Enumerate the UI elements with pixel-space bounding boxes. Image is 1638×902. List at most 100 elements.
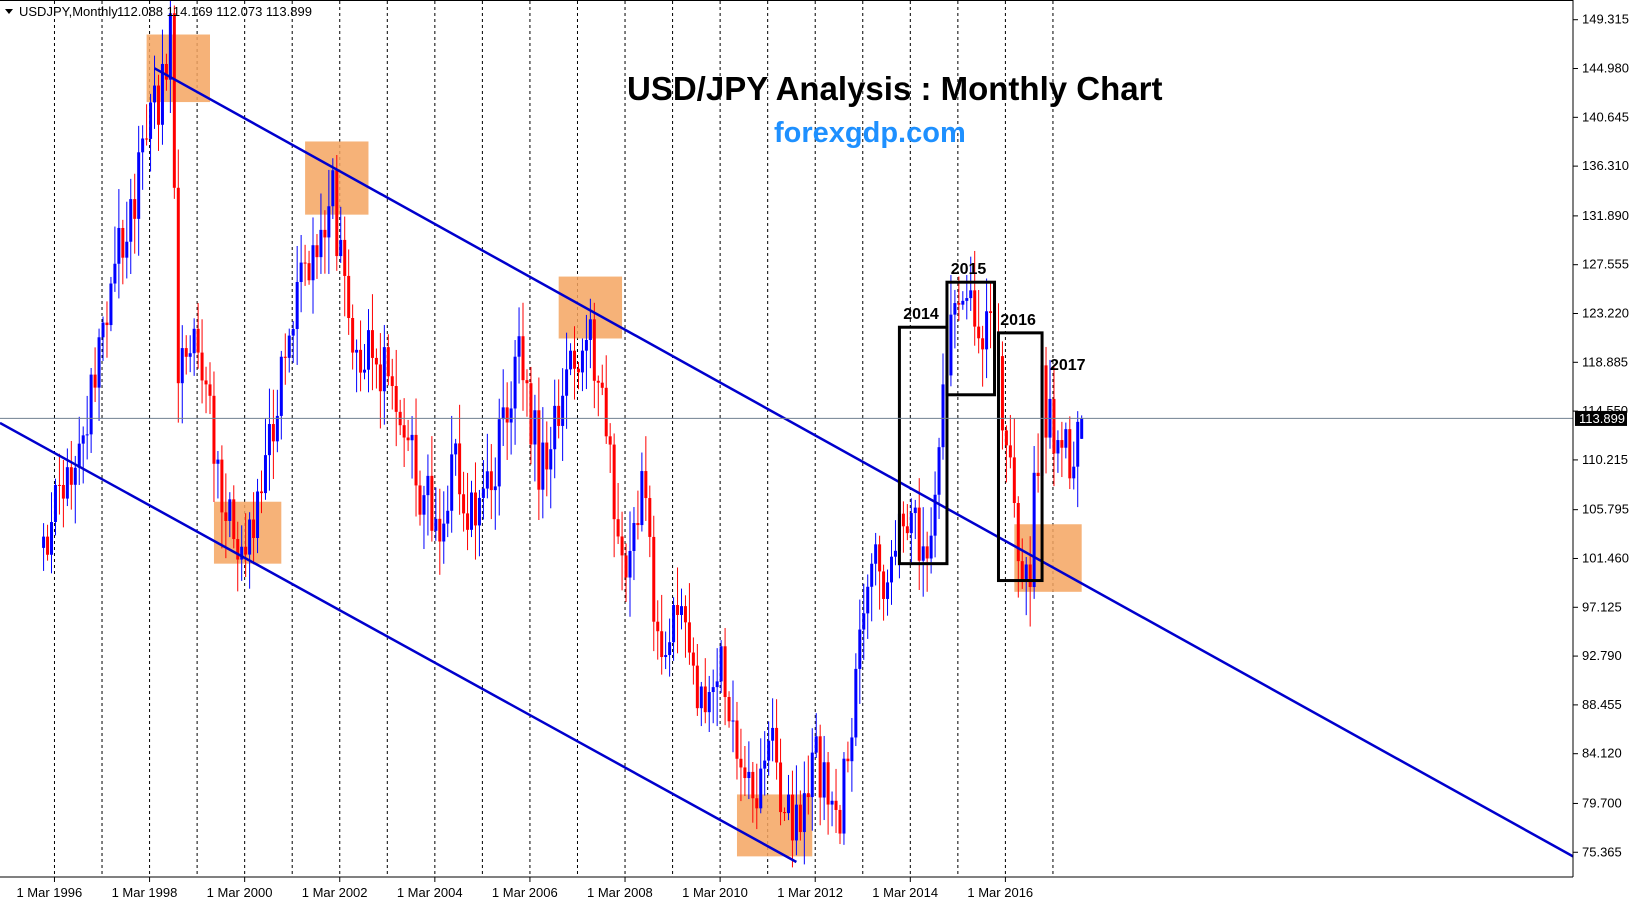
candle-body [1032, 472, 1036, 588]
candle-body [509, 408, 513, 423]
upper-channel-line [153, 67, 1574, 858]
candle-body [921, 546, 925, 561]
x-tick-label: 1 Mar 2010 [682, 885, 748, 900]
candle-body [672, 605, 676, 643]
candle-body [430, 475, 434, 531]
year-label-2017: 2017 [1050, 357, 1086, 374]
candle-body [553, 405, 557, 450]
candle-body [1064, 429, 1068, 448]
candle-body [57, 484, 61, 486]
candle-body [822, 762, 826, 798]
y-tick-label: 136.310 [1582, 158, 1629, 173]
candle-body [1052, 398, 1056, 454]
candle-body [838, 809, 842, 834]
candle-body [576, 368, 580, 373]
candle-body [874, 544, 878, 564]
x-tick-label: 1 Mar 1996 [16, 885, 82, 900]
candle-body [477, 497, 481, 526]
symbol-label: USDJPY,Monthly [19, 4, 118, 19]
candle-body [751, 771, 755, 799]
candle-body [854, 668, 858, 738]
candle-body [481, 488, 485, 498]
candle-body [1080, 418, 1084, 439]
candle-body [957, 303, 961, 305]
candle-body [783, 812, 787, 814]
candle-body [592, 319, 596, 381]
candle-body [683, 606, 687, 623]
candle-body [335, 170, 339, 257]
candle-body [525, 380, 529, 384]
candle-body [723, 646, 727, 698]
channel-trendlines [0, 67, 1574, 864]
candle-body [699, 686, 703, 709]
candle-body [846, 758, 850, 762]
candle-body [588, 319, 592, 340]
candle-body [866, 586, 870, 614]
candle-body [497, 419, 501, 487]
candle-body [81, 435, 85, 444]
y-tick-label: 75.365 [1582, 844, 1622, 859]
candle-body [299, 262, 303, 283]
candle-body [295, 282, 299, 330]
candle-body [802, 793, 806, 833]
candle-body [818, 736, 822, 798]
candle-body [826, 762, 830, 805]
candle-body [287, 335, 291, 358]
candle-body [307, 263, 311, 281]
candle-body [184, 348, 188, 357]
candle-body [232, 499, 236, 540]
candle-body [790, 794, 794, 841]
y-tick-label: 79.700 [1582, 795, 1622, 810]
candle-body [378, 364, 382, 392]
candle-body [156, 85, 160, 125]
candle-body [386, 347, 390, 377]
candle-body [953, 303, 957, 315]
candle-body [188, 353, 192, 357]
year-label-2015: 2015 [951, 261, 987, 278]
candle-body [858, 629, 862, 669]
x-tick-label: 1 Mar 2000 [207, 885, 273, 900]
candle-body [771, 727, 775, 741]
candle-body [1004, 430, 1008, 446]
candle-body [331, 170, 335, 207]
candle-body [216, 459, 220, 464]
x-tick-label: 1 Mar 2008 [587, 885, 653, 900]
candle-body [382, 347, 386, 392]
candle-body [145, 138, 149, 140]
candle-body [263, 455, 267, 494]
candle-body [256, 491, 260, 539]
y-tick-label: 127.555 [1582, 257, 1629, 272]
candle-body [608, 436, 612, 445]
candle-body [707, 692, 711, 713]
candle-body [422, 495, 426, 515]
candle-body [77, 443, 81, 468]
candle-body [517, 336, 521, 357]
candle-body [390, 376, 394, 387]
chart-title: USD/JPY Analysis : Monthly Chart [627, 70, 1162, 107]
candle-body [989, 311, 993, 313]
candle-body [275, 415, 279, 442]
candle-body [466, 513, 470, 530]
x-tick-label: 1 Mar 2016 [967, 885, 1033, 900]
candle-body [446, 510, 450, 524]
candle-body [985, 311, 989, 350]
candle-body [442, 523, 446, 542]
candle-body [549, 449, 553, 470]
candle-body [616, 519, 620, 537]
candle-body [212, 395, 216, 464]
candle-body [236, 539, 240, 560]
candle-body [426, 475, 430, 496]
candle-body [810, 752, 814, 798]
candle-body [42, 536, 46, 548]
candle-body [814, 736, 818, 753]
candle-body [180, 348, 184, 384]
triangle-down-icon[interactable] [5, 9, 13, 14]
candle-body [406, 437, 410, 441]
candle-body [319, 229, 323, 258]
candle-body [208, 384, 212, 396]
candle-body [640, 471, 644, 526]
year-box-2014 [897, 325, 949, 566]
candle-body [458, 443, 462, 495]
chart-header[interactable]: USDJPY,Monthly 112.088 114.169 112.073 1… [5, 4, 312, 19]
